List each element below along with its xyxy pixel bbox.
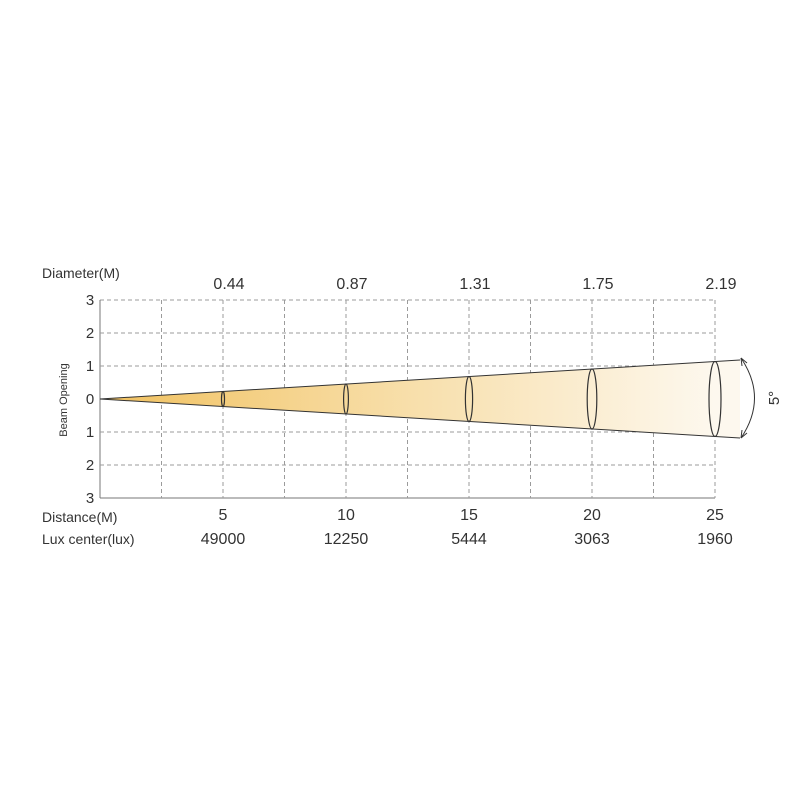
beam-cross-section-ellipse [586, 368, 598, 430]
angle-indicator: 5° [740, 357, 783, 439]
lux-labels: 49000 12250 5444 3063 1960 [201, 531, 733, 548]
y-tick-label: 3 [86, 292, 94, 309]
beam-edge-bottom [99, 398, 741, 439]
distance-value-label: 5 [219, 507, 228, 524]
lux-value-label: 1960 [697, 531, 733, 548]
beam-fill [100, 360, 740, 438]
y-tick-label: 1 [86, 358, 94, 375]
beam-cross-section-ellipse [464, 375, 474, 423]
angle-arrowhead-bottom [740, 429, 748, 439]
lux-header: Lux center(lux) [42, 531, 135, 547]
angle-arc [740, 357, 755, 439]
lux-value-label: 12250 [324, 531, 369, 548]
diameter-value-label: 1.31 [459, 276, 490, 293]
diameter-header: Diameter(M) [42, 265, 120, 281]
lux-value-label: 49000 [201, 531, 246, 548]
y-tick-label: 2 [86, 457, 94, 474]
beam-cone [99, 359, 741, 439]
lux-value-label: 5444 [451, 531, 487, 548]
beam-cross-section-ellipse [220, 390, 226, 408]
distance-header: Distance(M) [42, 509, 117, 525]
diameter-labels: 0.44 0.87 1.31 1.75 2.19 [213, 276, 736, 293]
distance-value-label: 10 [337, 507, 355, 524]
distance-value-label: 25 [706, 507, 724, 524]
beam-opening-label: Beam Opening [58, 363, 70, 436]
beam-angle-label: 5° [766, 391, 783, 405]
angle-arrowhead-top [740, 357, 748, 367]
y-axis-ticks: 3 2 1 0 1 2 3 [86, 292, 94, 507]
diameter-value-label: 1.75 [582, 276, 613, 293]
diameter-value-label: 0.44 [213, 276, 244, 293]
y-tick-label: 3 [86, 490, 94, 507]
beam-cross-section-ellipse [708, 360, 722, 438]
diameter-value-label: 2.19 [705, 276, 736, 293]
distance-value-label: 15 [460, 507, 478, 524]
distance-labels: 5 10 15 20 25 [219, 507, 724, 524]
distance-value-label: 20 [583, 507, 601, 524]
y-tick-label: 1 [86, 424, 94, 441]
y-tick-label: 2 [86, 325, 94, 342]
y-tick-label: 0 [86, 391, 94, 408]
lux-value-label: 3063 [574, 531, 610, 548]
diameter-value-label: 0.87 [336, 276, 367, 293]
beam-edge-top [99, 359, 741, 400]
beam-cross-section-ellipse [343, 383, 349, 415]
